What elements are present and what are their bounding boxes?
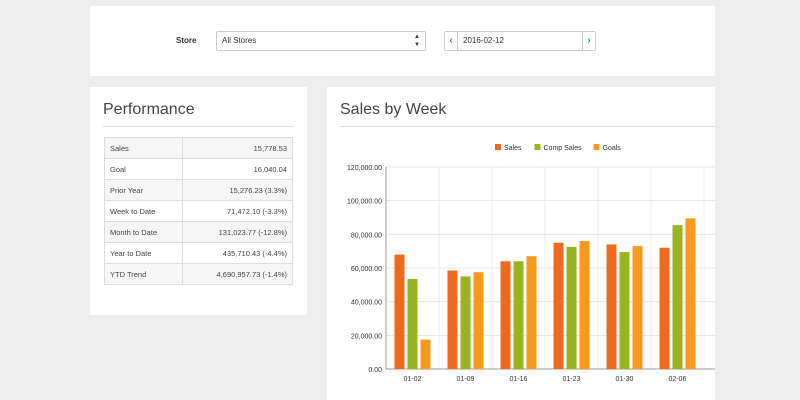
y-tick-label: 60,000.00: [351, 266, 382, 273]
y-tick-label: 0.00: [368, 367, 382, 374]
bar-sales[interactable]: [394, 254, 405, 369]
bar-goals[interactable]: [632, 246, 643, 369]
store-label: Store: [176, 36, 197, 45]
date-input[interactable]: 2016-02-12: [458, 31, 582, 51]
performance-card: Performance Sales 15,778.53 Goal 16,040.04 P…: [90, 87, 307, 315]
bar-comp-sales[interactable]: [672, 225, 683, 369]
row-value: 131,023.77 (-12.8%): [182, 221, 293, 243]
row-label: Sales: [103, 137, 184, 159]
chevron-right-icon: ›: [587, 35, 591, 46]
sales-by-week-card: Sales by Week 0.00 20,000.00 40,000.00 60,0…: [327, 87, 715, 400]
bar-sales[interactable]: [500, 261, 511, 369]
title-divider: [340, 126, 715, 127]
select-arrows-icon: ▲ ▼: [414, 34, 420, 48]
bar-sales[interactable]: [553, 242, 564, 369]
date-prev-button[interactable]: ‹: [444, 31, 458, 51]
chevron-left-icon: ‹: [449, 35, 453, 46]
date-picker: ‹ 2016-02-12 ›: [444, 31, 596, 51]
x-tick-label: 01-23: [563, 376, 581, 383]
row-value: 4,690,957.73 (-1.4%): [182, 263, 293, 285]
row-value: 15,778.53: [182, 137, 293, 159]
row-label: YTD Trend: [103, 263, 184, 285]
table-row: Week to Date 71,472.10 (-3.3%): [103, 200, 293, 222]
x-tick-label: 01-30: [616, 376, 634, 383]
row-label: Week to Date: [103, 200, 184, 222]
bar-comp-sales[interactable]: [513, 261, 524, 369]
table-row: YTD Trend 4,690,957.73 (-1.4%): [103, 263, 293, 285]
store-select[interactable]: All Stores ▲ ▼: [216, 31, 426, 51]
bar-comp-sales[interactable]: [460, 276, 471, 369]
legend-swatch: [495, 144, 501, 150]
legend-swatch: [534, 144, 541, 150]
y-tick-label: 80,000.00: [351, 232, 382, 239]
y-tick-label: 40,000.00: [351, 300, 382, 307]
row-value: 16,040.04: [182, 158, 293, 180]
y-tick-label: 120,000.00: [347, 165, 382, 172]
legend-swatch: [593, 144, 600, 150]
legend-item[interactable]: Sales: [504, 145, 522, 152]
table-row: Month to Date 131,023.77 (-12.8%): [103, 221, 293, 243]
chart-title: Sales by Week: [340, 101, 447, 118]
x-tick-label: 01-16: [510, 376, 528, 383]
row-label: Year to Date: [103, 242, 184, 264]
table-row: Goal 16,040.04: [103, 158, 293, 180]
row-label: Prior Year: [103, 179, 184, 201]
y-tick-label: 20,000.00: [351, 333, 382, 340]
x-tick-label: 01-02: [404, 376, 422, 383]
bar-sales[interactable]: [606, 244, 617, 369]
performance-title: Performance: [103, 101, 195, 118]
bar-comp-sales[interactable]: [407, 278, 418, 369]
bar-sales[interactable]: [659, 247, 670, 369]
row-value: 71,472.10 (-3.3%): [182, 200, 293, 222]
bar-comp-sales[interactable]: [619, 252, 630, 369]
filter-card: Store All Stores ▲ ▼ ‹ 2016-02-12 ›: [90, 6, 715, 76]
row-label: Goal: [103, 158, 184, 180]
row-value: 15,276.23 (3.3%): [182, 179, 293, 201]
bar-goals[interactable]: [685, 218, 696, 369]
performance-table: Sales 15,778.53 Goal 16,040.04 Prior Year 15,…: [103, 137, 293, 285]
sales-chart: 0.00 20,000.00 40,000.00 60,000.00 80,000.00…: [347, 144, 715, 383]
bar-goals[interactable]: [579, 241, 590, 369]
x-tick-label: 02-06: [669, 376, 687, 383]
bar-goals[interactable]: [420, 339, 431, 369]
bar-goals[interactable]: [473, 272, 484, 369]
bar-comp-sales[interactable]: [566, 246, 577, 369]
table-row: Prior Year 15,276.23 (3.3%): [103, 179, 293, 201]
table-row: Sales 15,778.53: [103, 137, 293, 159]
bar-sales[interactable]: [447, 270, 458, 369]
store-select-value: All Stores: [222, 36, 257, 45]
y-tick-label: 100,000.00: [347, 199, 382, 206]
bar-goals[interactable]: [526, 256, 537, 369]
legend-item[interactable]: Comp Sales: [544, 145, 583, 152]
x-tick-label: 01-09: [457, 376, 475, 383]
row-label: Month to Date: [103, 221, 184, 243]
row-value: 435,710.43 (-4.4%): [182, 242, 293, 264]
title-divider: [103, 126, 294, 127]
legend-item[interactable]: Goals: [603, 145, 622, 152]
table-row: Year to Date 435,710.43 (-4.4%): [103, 242, 293, 264]
date-next-button[interactable]: ›: [582, 31, 596, 51]
